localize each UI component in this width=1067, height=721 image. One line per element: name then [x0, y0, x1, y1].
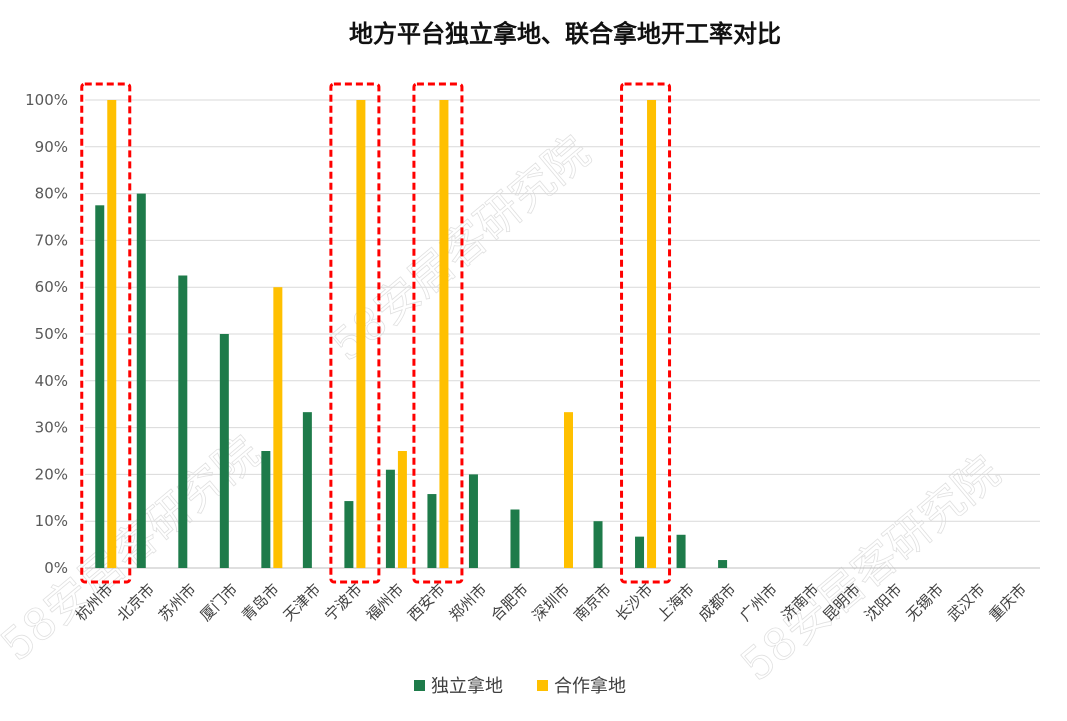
x-category-label: 重庆市: [986, 580, 1031, 625]
legend-swatch-cooperative: [537, 680, 548, 691]
bar-independent-1: [136, 193, 146, 568]
y-tick-label: 30%: [35, 419, 68, 437]
x-category-label: 上海市: [653, 580, 698, 625]
bar-independent-4: [261, 451, 271, 568]
y-tick-label: 60%: [35, 278, 68, 296]
grid-lines: [85, 99, 1040, 569]
bar-independent-8: [427, 494, 437, 568]
x-axis-categories: 杭州市北京市苏州市厦门市青岛市天津市宁波市福州市西安市郑州市合肥市深圳市南京市长…: [72, 580, 1030, 625]
x-category-label: 长沙市: [612, 580, 657, 625]
y-tick-label: 20%: [35, 465, 68, 483]
y-tick-label: 80%: [35, 185, 68, 203]
bar-independent-15: [718, 560, 728, 568]
watermark-text-0: 58安居客研究院: [0, 427, 270, 672]
y-tick-label: 100%: [25, 91, 68, 109]
x-category-label: 青岛市: [238, 580, 283, 625]
bar-independent-0: [95, 205, 105, 569]
chart-title: 地方平台独立拿地、联合拿地开工率对比: [349, 20, 781, 48]
x-category-label: 西安市: [404, 580, 449, 625]
bar-independent-5: [302, 412, 312, 568]
x-category-label: 深圳市: [529, 580, 574, 625]
bar-independent-2: [178, 275, 188, 568]
bar-independent-13: [635, 536, 645, 568]
highlight-box-2: [412, 82, 464, 584]
y-tick-label: 10%: [35, 512, 68, 530]
x-category-label: 武汉市: [944, 580, 989, 625]
highlight-box-0: [80, 82, 132, 584]
bar-cooperative-0: [107, 100, 117, 568]
legend-swatch-independent: [414, 680, 425, 691]
legend: 独立拿地 合作拿地: [414, 675, 626, 697]
bar-independent-12: [593, 521, 603, 568]
y-tick-label: 70%: [35, 231, 68, 249]
bar-independent-9: [468, 474, 478, 568]
x-category-label: 厦门市: [197, 580, 242, 625]
x-category-label: 南京市: [570, 580, 615, 625]
highlight-boxes: [80, 82, 672, 584]
y-tick-label: 40%: [35, 372, 68, 390]
bar-independent-3: [219, 334, 229, 568]
x-category-label: 宁波市: [321, 580, 366, 625]
x-category-label: 合肥市: [487, 580, 532, 625]
y-tick-label: 50%: [35, 325, 68, 343]
bars: [95, 100, 728, 569]
highlight-box-3: [620, 82, 672, 584]
bar-cooperative-6: [356, 100, 366, 568]
bar-cooperative-7: [397, 451, 407, 568]
y-tick-label: 90%: [35, 138, 68, 156]
highlight-box-1: [329, 82, 381, 584]
bar-independent-14: [676, 534, 686, 568]
x-category-label: 福州市: [363, 580, 408, 625]
x-category-label: 成都市: [695, 580, 740, 625]
y-axis-ticks: 0% 10% 20% 30% 40% 50% 60% 70% 80% 90% 100%: [25, 91, 68, 577]
y-tick-label: 0%: [44, 559, 68, 577]
bar-cooperative-11: [564, 412, 573, 568]
legend-label-independent: 独立拿地: [431, 675, 503, 697]
bar-cooperative-8: [439, 100, 449, 568]
bar-independent-7: [385, 469, 395, 568]
bar-cooperative-13: [647, 100, 657, 568]
watermark-text-2: 58安居客研究院: [732, 447, 1010, 692]
x-category-label: 天津市: [280, 580, 325, 625]
bar-independent-6: [344, 501, 354, 568]
bar-independent-10: [510, 509, 520, 568]
bar-cooperative-4: [273, 287, 283, 568]
x-category-label: 郑州市: [446, 580, 491, 625]
x-category-label: 无锡市: [902, 580, 947, 625]
x-category-label: 苏州市: [155, 580, 200, 625]
legend-label-cooperative: 合作拿地: [554, 675, 626, 697]
